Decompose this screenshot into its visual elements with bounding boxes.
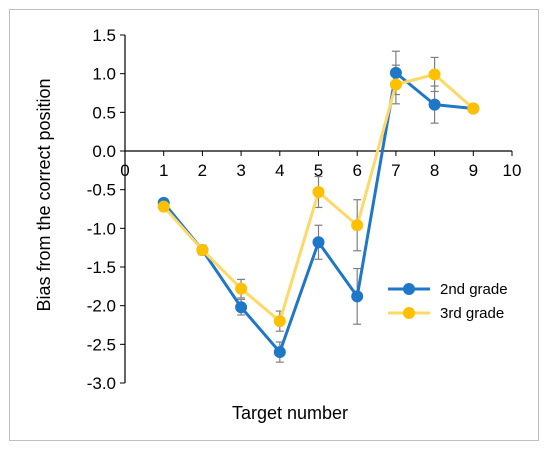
data-point bbox=[389, 66, 402, 79]
data-point bbox=[428, 68, 441, 81]
tick-labels: -3.0 -2.5 -2.0 -1.5 -1.0 -0.5 0.0 0.5 1.0 1.5 0 1 2 3… bbox=[87, 26, 522, 393]
y-tick-label: -2.0 bbox=[87, 297, 116, 316]
data-point bbox=[235, 282, 248, 295]
chart-frame bbox=[9, 9, 539, 441]
x-tick-label: 10 bbox=[503, 161, 522, 180]
data-point bbox=[273, 346, 286, 359]
x-tick-label: 4 bbox=[275, 161, 284, 180]
data-point bbox=[196, 243, 209, 256]
series-line bbox=[162, 71, 474, 354]
data-point bbox=[389, 78, 402, 91]
y-axis-title: Bias from the correct position bbox=[34, 78, 54, 311]
data-point bbox=[157, 200, 170, 213]
x-tick-label: 2 bbox=[198, 161, 207, 180]
x-tick-label: 0 bbox=[120, 161, 129, 180]
x-tick-label: 8 bbox=[430, 161, 439, 180]
legend-marker bbox=[403, 283, 415, 295]
error-bars bbox=[159, 50, 478, 363]
series bbox=[157, 66, 480, 359]
y-tick-label: -1.5 bbox=[87, 258, 116, 277]
data-point bbox=[312, 185, 325, 198]
y-tick-label: -0.5 bbox=[87, 181, 116, 200]
legend-entry-2nd-grade: 2nd grade bbox=[388, 281, 508, 298]
y-tick-label: 0.0 bbox=[92, 142, 116, 161]
y-tick-label: -2.5 bbox=[87, 335, 116, 354]
x-tick-label: 7 bbox=[391, 161, 400, 180]
y-tick-label: 1.5 bbox=[92, 26, 116, 45]
data-point bbox=[351, 290, 364, 303]
axes bbox=[120, 34, 513, 384]
data-point bbox=[312, 236, 325, 249]
x-tick-label: 6 bbox=[352, 161, 361, 180]
x-tick-label: 5 bbox=[314, 161, 323, 180]
data-point bbox=[235, 301, 248, 314]
x-axis-title: Target number bbox=[232, 403, 348, 423]
data-point bbox=[351, 219, 364, 232]
y-tick-label: -1.0 bbox=[87, 219, 116, 238]
data-point bbox=[467, 102, 480, 115]
x-tick-label: 9 bbox=[469, 161, 478, 180]
legend-entry-3rd-grade: 3rd grade bbox=[388, 305, 504, 322]
legend-marker bbox=[403, 307, 415, 319]
x-tick-label: 1 bbox=[159, 161, 168, 180]
legend-label: 2nd grade bbox=[440, 281, 508, 298]
legend: 2nd grade 3rd grade bbox=[388, 281, 508, 322]
y-tick-label: 1.0 bbox=[92, 65, 116, 84]
data-point bbox=[273, 315, 286, 328]
legend-label: 3rd grade bbox=[440, 305, 504, 322]
x-tick-label: 3 bbox=[236, 161, 245, 180]
y-tick-label: -3.0 bbox=[87, 374, 116, 393]
data-point bbox=[428, 98, 441, 111]
y-tick-label: 0.5 bbox=[92, 103, 116, 122]
